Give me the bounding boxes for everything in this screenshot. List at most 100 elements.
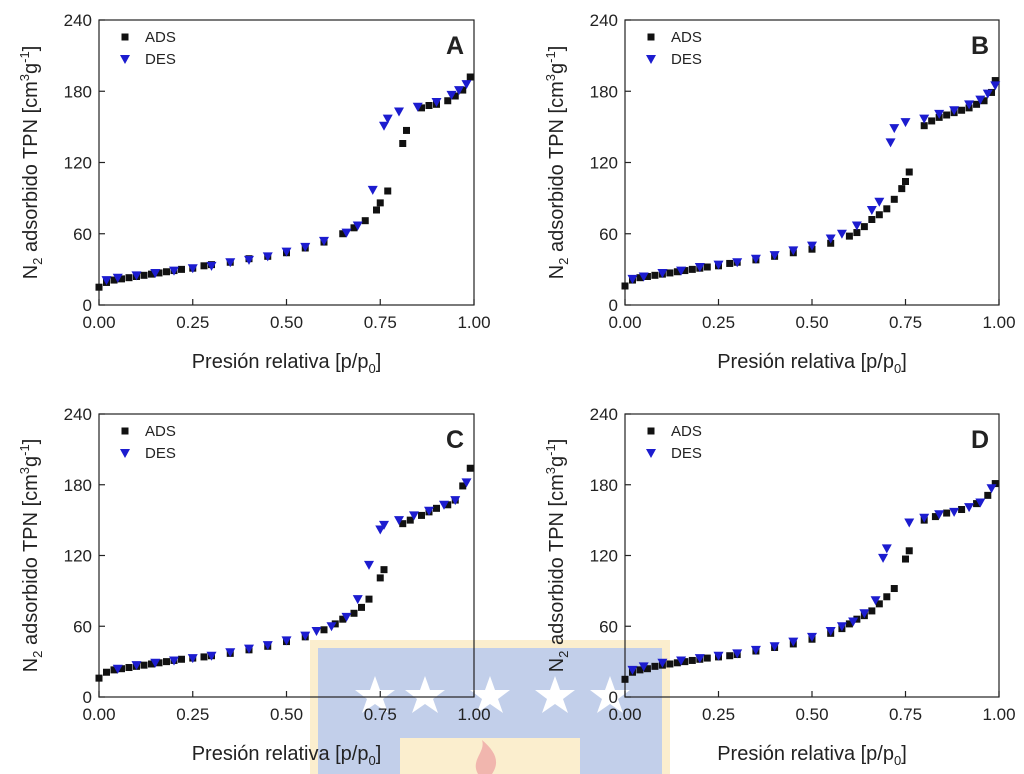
data-point-des <box>848 617 859 627</box>
data-point-ads <box>688 265 696 273</box>
data-point-ads <box>931 513 939 521</box>
data-point-des <box>446 90 457 100</box>
data-point-ads <box>636 274 644 282</box>
data-point-ads <box>902 178 909 185</box>
data-point-des <box>300 242 311 252</box>
data-point-des <box>836 229 847 239</box>
data-point-ads <box>148 660 155 668</box>
data-point-ads <box>666 660 674 668</box>
data-point-des <box>713 260 724 270</box>
y-tick-label: 60 <box>599 225 618 244</box>
data-point-des <box>169 266 179 276</box>
y-tick-label: 60 <box>599 617 618 636</box>
data-point-ads <box>384 187 392 195</box>
y-tick-label: 240 <box>64 405 92 424</box>
data-point-ads <box>350 224 358 232</box>
legend: ADS DES <box>120 423 176 462</box>
data-point-ads <box>681 658 689 666</box>
data-point-des <box>244 644 254 654</box>
y-tick-label: 180 <box>590 82 618 101</box>
data-point-ads <box>703 654 711 662</box>
data-point-des <box>412 102 423 112</box>
data-point-ads <box>140 271 148 279</box>
data-point-ads <box>928 117 936 125</box>
legend-ads-label: ADS <box>145 423 176 440</box>
y-axis-label-main: N <box>20 658 42 672</box>
legend: ADS DES <box>646 29 702 68</box>
chart-panel-A: 0.00 0.25 0.50 0.75 1.00 0 60 120 180 240 Presión … <box>17 11 491 376</box>
y-axis-label-mid: adsorbido TPN [cm <box>546 81 568 257</box>
data-point-ads <box>860 223 868 231</box>
y-axis-label-sub: 2 <box>556 651 571 658</box>
y-axis-label: N2 adsorbido TPN [cm3g-1] <box>543 439 571 673</box>
data-point-des <box>352 595 363 605</box>
data-point-des <box>878 553 889 563</box>
data-point-des <box>341 612 352 622</box>
data-point-ads <box>444 501 452 509</box>
data-point-ads <box>883 593 891 601</box>
data-point-ads <box>890 585 898 593</box>
x-axis-label: Presión relativa [p/p0] <box>717 743 907 768</box>
y-axis-label-sup: -1 <box>543 444 558 456</box>
data-point-ads <box>688 656 696 664</box>
legend-ads-label: ADS <box>671 29 702 46</box>
data-point-ads <box>399 140 407 147</box>
data-point-des <box>364 560 374 570</box>
data-point-des <box>657 658 668 668</box>
data-point-des <box>394 107 404 117</box>
data-point-des <box>101 276 112 286</box>
data-point-des <box>732 258 743 268</box>
panel-label: C <box>446 426 464 454</box>
panel-label: A <box>446 32 464 60</box>
y-axis-label-sub: 2 <box>30 258 45 265</box>
data-point-des <box>394 516 404 526</box>
x-tick-label: 0.50 <box>270 705 303 724</box>
y-tick-label: 120 <box>590 547 618 566</box>
y-tick-label: 240 <box>64 11 92 30</box>
data-point-ads <box>636 666 644 674</box>
data-point-ads <box>339 615 347 623</box>
data-point-ads <box>905 547 913 555</box>
data-point-des <box>352 221 363 231</box>
data-point-des <box>262 252 273 262</box>
x-tick-label: 0.25 <box>176 705 209 724</box>
data-point-des <box>990 81 1001 91</box>
chart-panel-C: 0.00 0.25 0.50 0.75 1.00 0 60 120 180 240 Presión … <box>17 405 491 768</box>
data-point-ads <box>958 506 966 514</box>
data-point-ads <box>155 269 163 277</box>
data-point-ads <box>902 555 909 563</box>
x-tick-label: 0.25 <box>702 705 735 724</box>
data-point-ads <box>140 661 148 669</box>
x-axis-label-sub: 0 <box>894 753 901 768</box>
data-point-ads <box>148 270 155 278</box>
data-point-ads <box>845 620 853 628</box>
legend-des-marker <box>120 449 130 458</box>
x-axis-label-sub: 0 <box>894 361 901 376</box>
data-point-des <box>934 109 945 119</box>
data-point-ads <box>178 655 185 663</box>
y-axis-label-sup: -1 <box>17 51 32 63</box>
legend-ads-marker <box>647 427 655 435</box>
data-point-des <box>949 106 960 116</box>
y-axis-label-sub: 2 <box>556 258 571 265</box>
series-des <box>627 484 997 675</box>
y-tick-label: 120 <box>64 154 92 173</box>
data-point-ads <box>433 504 440 512</box>
data-point-des <box>150 268 161 278</box>
data-point-ads <box>681 267 689 275</box>
data-point-des <box>382 114 393 124</box>
panel-label: B <box>971 32 989 60</box>
data-point-ads <box>95 674 103 682</box>
data-point-ads <box>103 668 110 676</box>
data-point-ads <box>110 276 118 284</box>
data-point-des <box>949 507 960 517</box>
data-point-des <box>788 637 799 647</box>
data-point-ads <box>459 86 467 94</box>
data-point-des <box>807 632 817 642</box>
data-point-des <box>825 626 836 636</box>
series-des <box>112 478 472 674</box>
data-point-des <box>638 272 649 282</box>
x-tick-label: 0.75 <box>889 313 922 332</box>
data-point-des <box>657 268 668 278</box>
y-axis-label-g: g <box>20 456 42 467</box>
